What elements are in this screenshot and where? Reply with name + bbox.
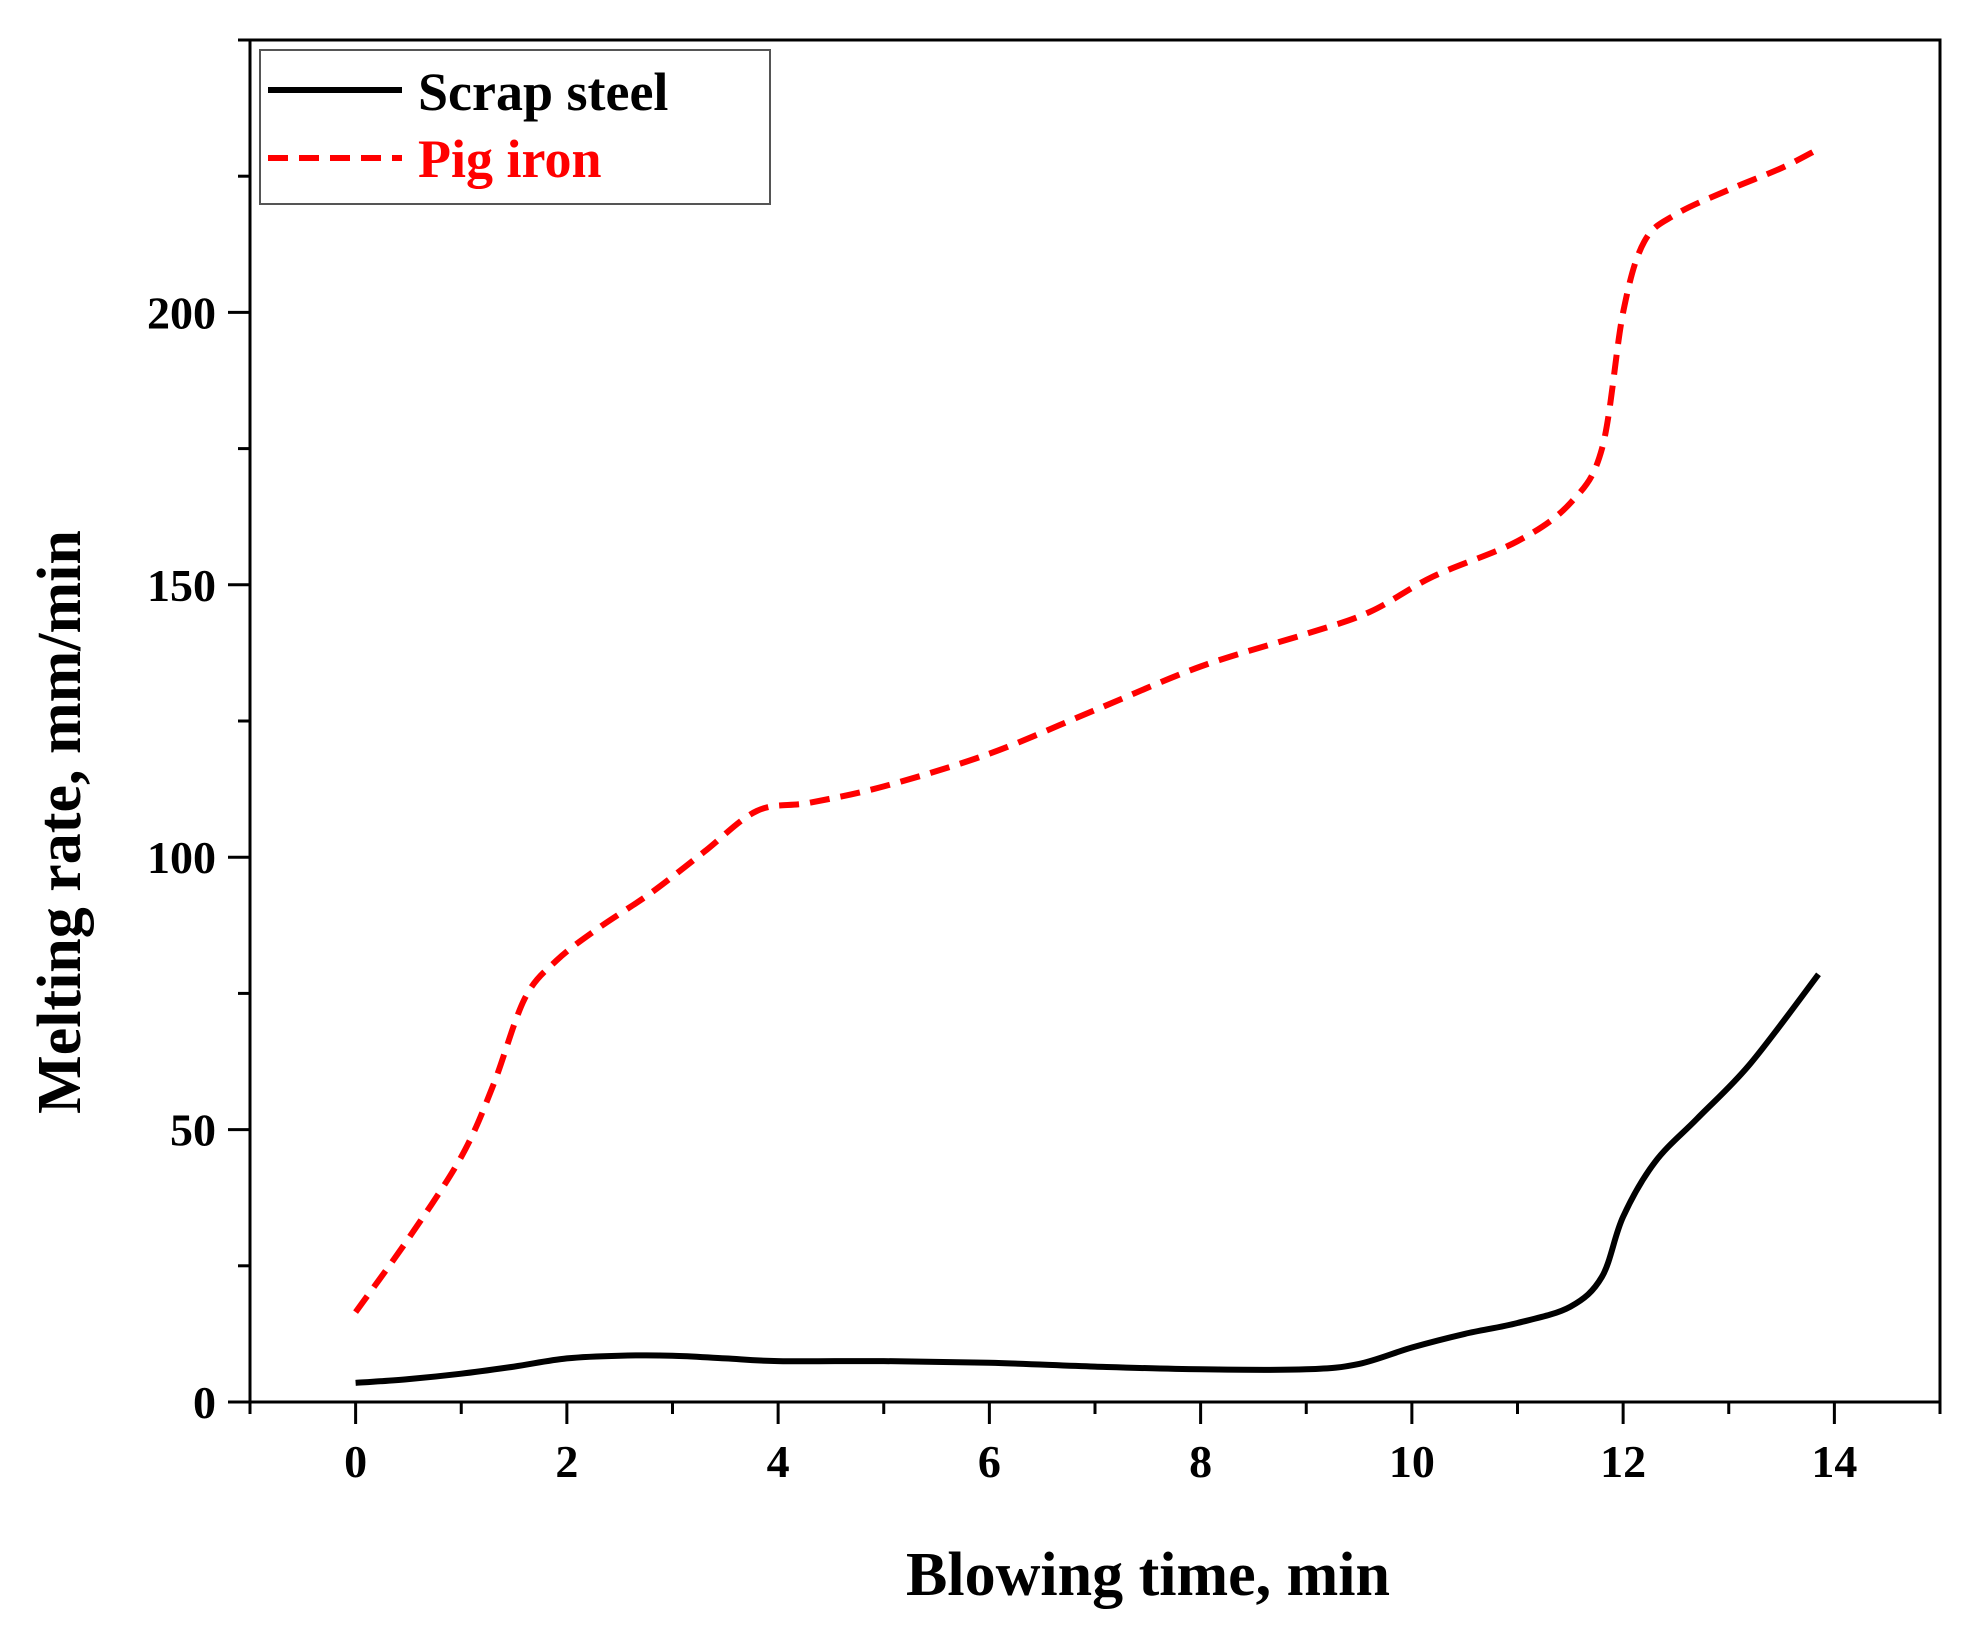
legend-label-scrap-steel: Scrap steel	[418, 62, 668, 122]
legend-box	[259, 49, 771, 205]
x-tick-label: 6	[978, 1436, 1001, 1487]
x-tick-label: 0	[344, 1436, 367, 1487]
x-tick-label: 10	[1389, 1436, 1435, 1487]
y-tick-label: 100	[147, 832, 216, 883]
x-axis-title: Blowing time, min	[906, 1541, 1390, 1609]
x-axis: 0 2 4 6 8 10 12 14	[248, 1402, 1942, 1487]
series-line-scrap-steel	[355, 972, 1821, 1386]
series-layer	[353, 146, 1821, 1386]
y-axis-title: Melting rate, mm/min	[26, 530, 94, 1114]
y-tick-label: 150	[147, 560, 216, 611]
x-tick-label: 4	[767, 1436, 790, 1487]
x-tick-label: 14	[1811, 1436, 1857, 1487]
y-tick-label: 50	[170, 1105, 216, 1156]
x-tick-label: 2	[555, 1436, 578, 1487]
y-tick-label: 200	[147, 287, 216, 338]
legend: Scrap steel Pig iron	[259, 49, 771, 205]
x-tick-label: 12	[1600, 1436, 1646, 1487]
y-tick-label: 0	[193, 1377, 216, 1428]
y-axis: 0 50 100 150 200	[147, 38, 250, 1428]
series-line-pig-iron	[353, 146, 1820, 1314]
legend-label-pig-iron: Pig iron	[418, 129, 602, 189]
plot-frame	[248, 38, 1942, 1404]
x-tick-label: 8	[1189, 1436, 1212, 1487]
